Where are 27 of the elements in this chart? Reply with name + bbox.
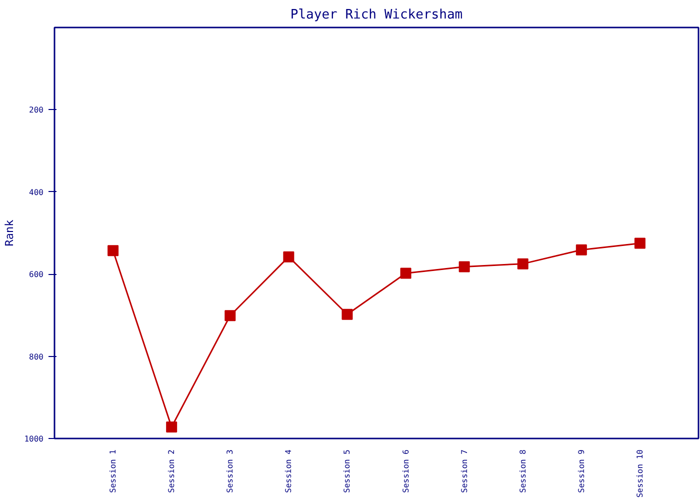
point bbox=[342, 308, 353, 320]
x-tick-label: Session 6 bbox=[401, 449, 410, 493]
point bbox=[166, 421, 178, 432]
y-tick-label: 600 bbox=[29, 270, 44, 280]
x-tick-label: Session 5 bbox=[342, 449, 352, 493]
point bbox=[458, 261, 470, 272]
x-tick-label: Session 3 bbox=[226, 449, 235, 493]
point bbox=[108, 245, 119, 256]
point bbox=[517, 258, 528, 270]
x-tick-label: Session 7 bbox=[460, 449, 469, 493]
y-tick-label: 800 bbox=[29, 352, 44, 362]
x-tick-label: Session 9 bbox=[576, 449, 586, 493]
y-tick-label: 400 bbox=[29, 188, 44, 197]
point bbox=[400, 268, 412, 279]
point bbox=[634, 238, 646, 249]
x-tick-label: Session 1 bbox=[108, 449, 118, 493]
x-tick-label: Session 4 bbox=[284, 449, 294, 493]
y-axis-title: Rank bbox=[3, 219, 16, 246]
point bbox=[283, 251, 294, 262]
y-tick-label: 200 bbox=[29, 106, 44, 115]
x-tick-label: Session 2 bbox=[167, 449, 176, 493]
x-tick-label: Session 10 bbox=[635, 449, 644, 498]
point bbox=[576, 244, 587, 256]
chart-title: Player Rich Wickersham bbox=[290, 8, 463, 22]
point bbox=[224, 310, 236, 322]
x-tick-label: Session 8 bbox=[518, 449, 528, 493]
y-tick-label: 1000 bbox=[24, 434, 44, 444]
